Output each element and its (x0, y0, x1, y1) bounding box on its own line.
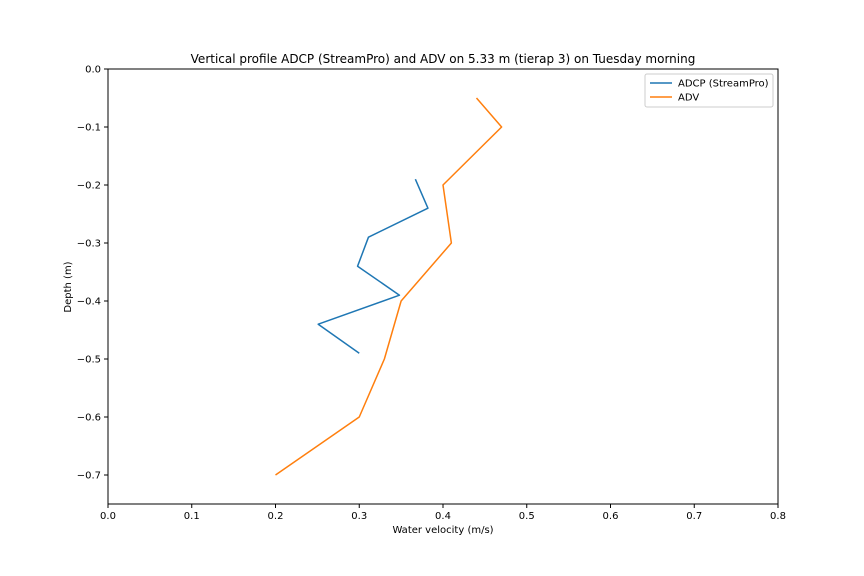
x-tick-label: 0.4 (435, 511, 451, 522)
x-tick-label: 0.1 (184, 511, 200, 522)
series-line-1 (275, 97, 503, 476)
plot-area (275, 97, 503, 476)
y-tick-label: −0.3 (77, 239, 101, 250)
x-tick-label: 0.8 (770, 511, 786, 522)
y-tick-label: −0.1 (77, 123, 101, 134)
legend-label-0: ADCP (StreamPro) (678, 79, 769, 90)
chart-title: Vertical profile ADCP (StreamPro) and AD… (191, 52, 696, 66)
x-tick-label: 0.7 (686, 511, 702, 522)
x-axis: 0.0 0.1 0.2 0.3 0.4 0.5 0.6 0.7 0.8 (100, 504, 786, 522)
legend-box (644, 73, 774, 108)
y-tick-label: −0.2 (77, 181, 101, 192)
x-tick-label: 0.6 (603, 511, 619, 522)
y-tick-label: −0.6 (77, 413, 101, 424)
x-tick-label: 0.0 (100, 511, 116, 522)
x-axis-label: Water velocity (m/s) (392, 525, 493, 536)
x-tick-label: 0.2 (268, 511, 284, 522)
axes-frame (107, 68, 779, 505)
legend: ADCP (StreamPro) ADV (644, 73, 774, 108)
y-axis: 0.0 −0.1 −0.2 −0.3 −0.4 −0.5 −0.6 −0.7 (77, 65, 108, 482)
x-tick-label: 0.3 (351, 511, 367, 522)
y-tick-label: −0.5 (77, 355, 101, 366)
y-axis-label: Depth (m) (63, 261, 74, 312)
y-tick-label: −0.4 (77, 297, 101, 308)
y-tick-label: −0.7 (77, 471, 101, 482)
series-line-0 (317, 178, 429, 354)
y-tick-label: 0.0 (85, 65, 101, 76)
x-tick-label: 0.5 (519, 511, 535, 522)
legend-label-1: ADV (678, 93, 699, 104)
